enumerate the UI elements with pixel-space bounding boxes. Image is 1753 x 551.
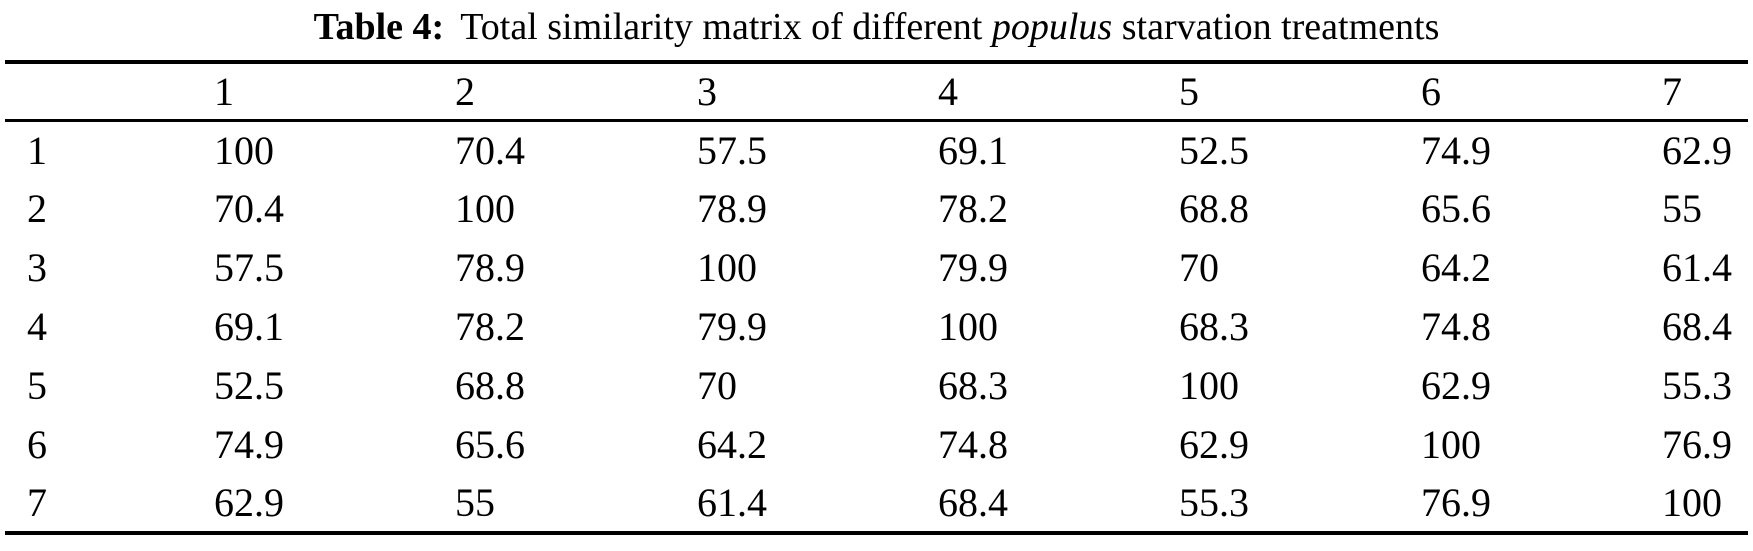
- row-header-3: 3: [27, 245, 47, 290]
- row-header-6: 6: [27, 422, 47, 467]
- matrix-cell-2-6: 65.6: [1421, 186, 1491, 231]
- column-header-5: 5: [1179, 68, 1199, 114]
- corner-cell: [5, 62, 214, 120]
- matrix-cell-5-7: 55.3: [1662, 363, 1732, 408]
- table-caption-text-before: Total similarity matrix of different: [460, 6, 992, 48]
- similarity-matrix-table: 1 2 3 4 5 6 7 1 100 70.4 57.5 69.1 52.5 74.9 62.9 2 70.…: [5, 60, 1748, 535]
- row-header-4: 4: [27, 304, 47, 349]
- matrix-cell-4-7: 68.4: [1662, 304, 1732, 349]
- table-caption-label: Table 4:: [313, 6, 445, 48]
- matrix-cell-7-5: 55.3: [1179, 480, 1249, 525]
- matrix-cell-5-2: 68.8: [455, 363, 525, 408]
- column-header-1: 1: [214, 68, 234, 114]
- column-header-6: 6: [1421, 68, 1441, 114]
- matrix-cell-4-5: 68.3: [1179, 304, 1249, 349]
- matrix-cell-2-3: 78.9: [697, 186, 767, 231]
- matrix-cell-5-1: 52.5: [214, 363, 284, 408]
- matrix-cell-6-5: 62.9: [1179, 422, 1249, 467]
- column-header-4: 4: [938, 68, 958, 114]
- matrix-cell-4-3: 79.9: [697, 304, 767, 349]
- table-caption-text-after: starvation treatments: [1112, 6, 1440, 48]
- matrix-cell-4-4: 100: [938, 304, 998, 349]
- matrix-cell-6-6: 100: [1421, 422, 1481, 467]
- matrix-cell-3-6: 64.2: [1421, 245, 1491, 290]
- column-header-3: 3: [697, 68, 717, 114]
- matrix-cell-4-6: 74.8: [1421, 304, 1491, 349]
- matrix-cell-1-4: 69.1: [938, 127, 1008, 173]
- matrix-cell-7-1: 62.9: [214, 480, 284, 525]
- matrix-cell-2-1: 70.4: [214, 186, 284, 231]
- matrix-cell-3-5: 70: [1179, 245, 1219, 290]
- matrix-cell-2-5: 68.8: [1179, 186, 1249, 231]
- row-header-7: 7: [27, 480, 47, 525]
- row-header-2: 2: [27, 186, 47, 231]
- matrix-cell-7-4: 68.4: [938, 480, 1008, 525]
- matrix-cell-2-2: 100: [455, 186, 515, 231]
- matrix-cell-5-6: 62.9: [1421, 363, 1491, 408]
- table-body: 1 100 70.4 57.5 69.1 52.5 74.9 62.9 2 70.4 100 78.9…: [5, 120, 1748, 533]
- table-row: 4 69.1 78.2 79.9 100 68.3 74.8 68.4: [5, 297, 1748, 356]
- matrix-cell-3-3: 100: [697, 245, 757, 290]
- matrix-cell-6-4: 74.8: [938, 422, 1008, 467]
- row-header-5: 5: [27, 363, 47, 408]
- matrix-cell-1-3: 57.5: [697, 127, 767, 173]
- paper-page: Table 4: Total similarity matrix of diffe…: [0, 6, 1753, 535]
- column-header-2: 2: [455, 68, 475, 114]
- matrix-cell-2-4: 78.2: [938, 186, 1008, 231]
- header-row: 1 2 3 4 5 6 7: [5, 62, 1748, 120]
- matrix-cell-7-6: 76.9: [1421, 480, 1491, 525]
- column-header-7: 7: [1662, 68, 1682, 114]
- matrix-cell-5-3: 70: [697, 363, 737, 408]
- matrix-cell-1-7: 62.9: [1662, 127, 1732, 173]
- table-header: 1 2 3 4 5 6 7: [5, 62, 1748, 120]
- matrix-cell-3-7: 61.4: [1662, 245, 1732, 290]
- matrix-cell-1-5: 52.5: [1179, 127, 1249, 173]
- row-header-1: 1: [27, 127, 47, 173]
- table-row: 3 57.5 78.9 100 79.9 70 64.2 61.4: [5, 238, 1748, 297]
- matrix-cell-4-2: 78.2: [455, 304, 525, 349]
- matrix-cell-7-3: 61.4: [697, 480, 767, 525]
- matrix-cell-4-1: 69.1: [214, 304, 284, 349]
- table-row: 7 62.9 55 61.4 68.4 55.3 76.9 100: [5, 474, 1748, 533]
- table-caption: Table 4: Total similarity matrix of diffe…: [0, 6, 1753, 48]
- matrix-cell-3-4: 79.9: [938, 245, 1008, 290]
- matrix-cell-3-2: 78.9: [455, 245, 525, 290]
- species-name-italic: populus: [991, 6, 1113, 48]
- matrix-cell-1-1: 100: [214, 127, 274, 173]
- matrix-cell-1-6: 74.9: [1421, 127, 1491, 173]
- matrix-cell-7-7: 100: [1662, 480, 1722, 525]
- table-row: 5 52.5 68.8 70 68.3 100 62.9 55.3: [5, 356, 1748, 415]
- matrix-cell-6-2: 65.6: [455, 422, 525, 467]
- matrix-cell-6-1: 74.9: [214, 422, 284, 467]
- matrix-cell-3-1: 57.5: [214, 245, 284, 290]
- table-row: 1 100 70.4 57.5 69.1 52.5 74.9 62.9: [5, 120, 1748, 179]
- matrix-cell-5-4: 68.3: [938, 363, 1008, 408]
- matrix-cell-7-2: 55: [455, 480, 495, 525]
- matrix-cell-6-3: 64.2: [697, 422, 767, 467]
- table-row: 6 74.9 65.6 64.2 74.8 62.9 100 76.9: [5, 415, 1748, 474]
- table-row: 2 70.4 100 78.9 78.2 68.8 65.6 55: [5, 179, 1748, 238]
- matrix-cell-1-2: 70.4: [455, 127, 525, 173]
- matrix-cell-5-5: 100: [1179, 363, 1239, 408]
- matrix-cell-2-7: 55: [1662, 186, 1702, 231]
- matrix-cell-6-7: 76.9: [1662, 422, 1732, 467]
